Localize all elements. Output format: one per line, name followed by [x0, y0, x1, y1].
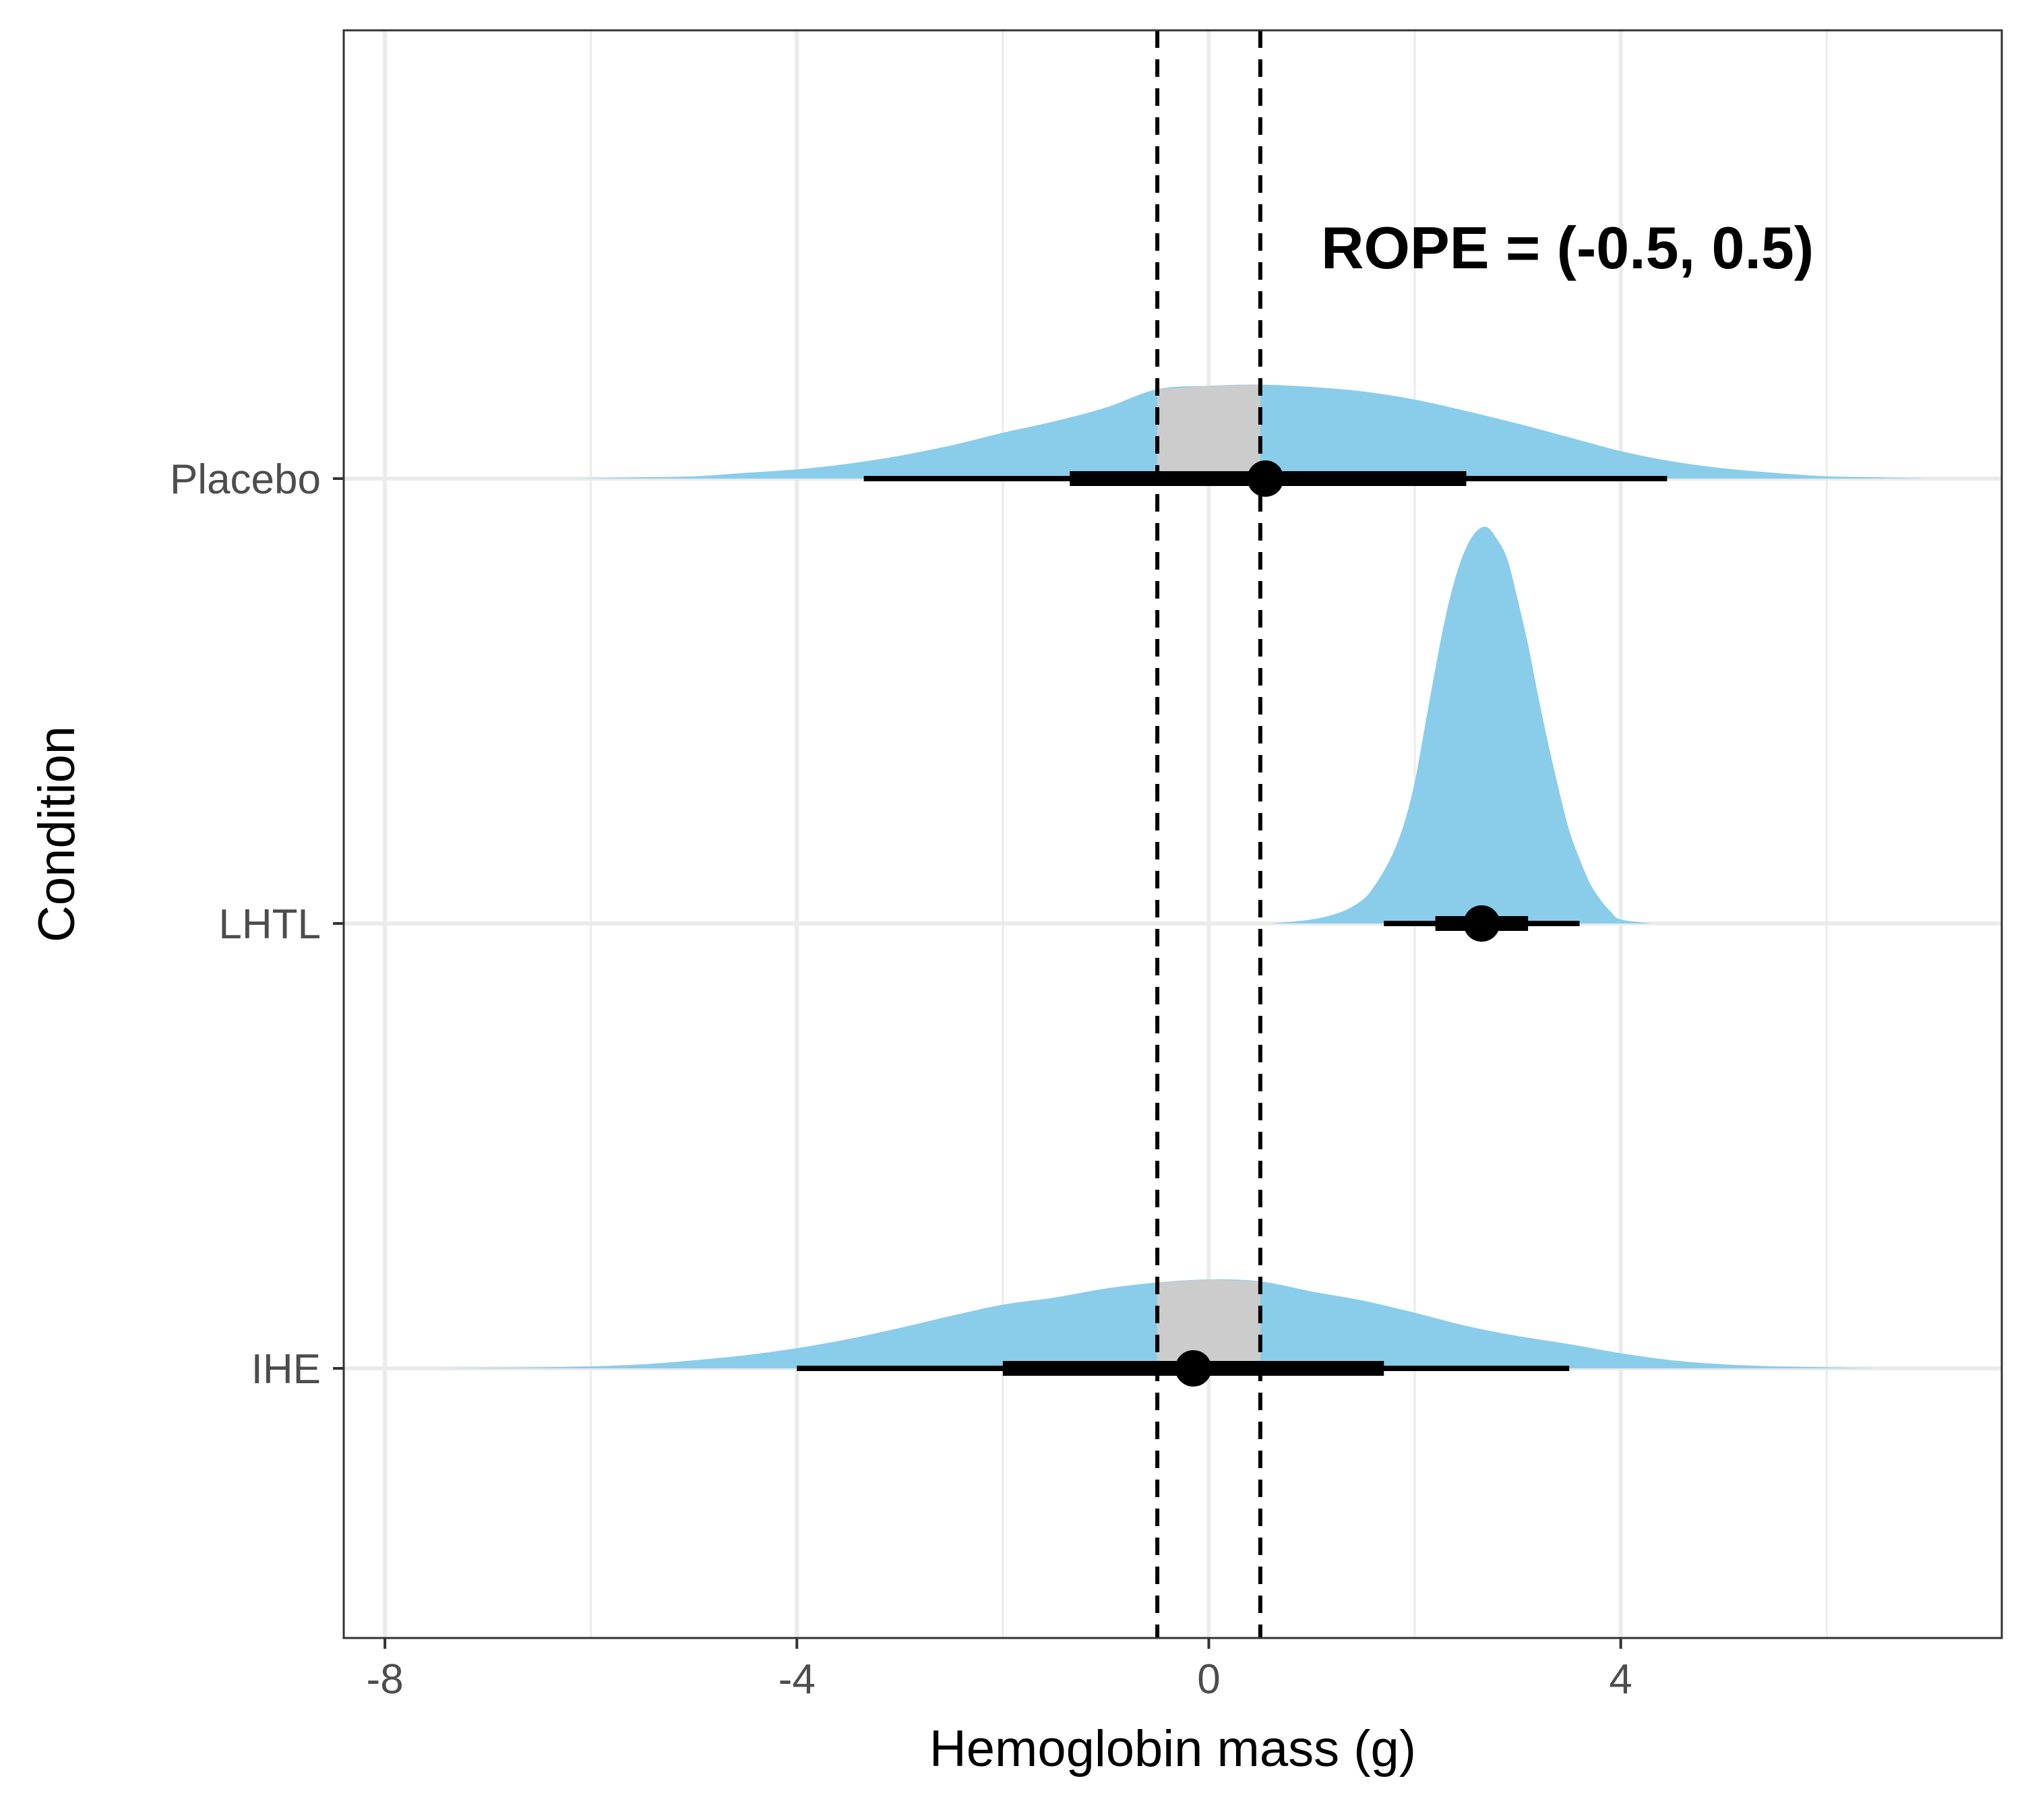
interval-layer: [797, 460, 1667, 1387]
y-tick-label: IHE: [251, 1346, 321, 1393]
rope-annotation: ROPE = (-0.5, 0.5): [1321, 214, 1814, 281]
y-tick-label: LHTL: [218, 901, 321, 948]
y-tick-label: Placebo: [170, 456, 321, 503]
plot-panel: [342, 29, 2003, 1639]
axes: -8 -4 0 4 Placebo LHTL IHE: [170, 456, 1632, 1703]
rope-lines: [1155, 30, 1262, 1638]
rope-region-ihe: [1157, 1279, 1260, 1368]
density-ridge-lhtl: [1270, 526, 1652, 923]
rope-region-placebo: [1157, 384, 1260, 479]
x-tick-label: -4: [778, 1656, 816, 1703]
y-axis-title: Condition: [28, 726, 86, 942]
point-estimate-lhtl: [1463, 905, 1500, 942]
x-axis-title: Hemoglobin mass (g): [929, 1720, 1416, 1778]
x-tick-label: 4: [1609, 1656, 1632, 1703]
x-tick-label: -8: [367, 1656, 404, 1703]
density-layer: [436, 384, 1930, 1368]
point-estimate-ihe: [1175, 1350, 1212, 1387]
point-estimate-placebo: [1247, 460, 1284, 497]
panel-border: [342, 29, 2003, 1639]
x-tick-label: 0: [1197, 1656, 1220, 1703]
